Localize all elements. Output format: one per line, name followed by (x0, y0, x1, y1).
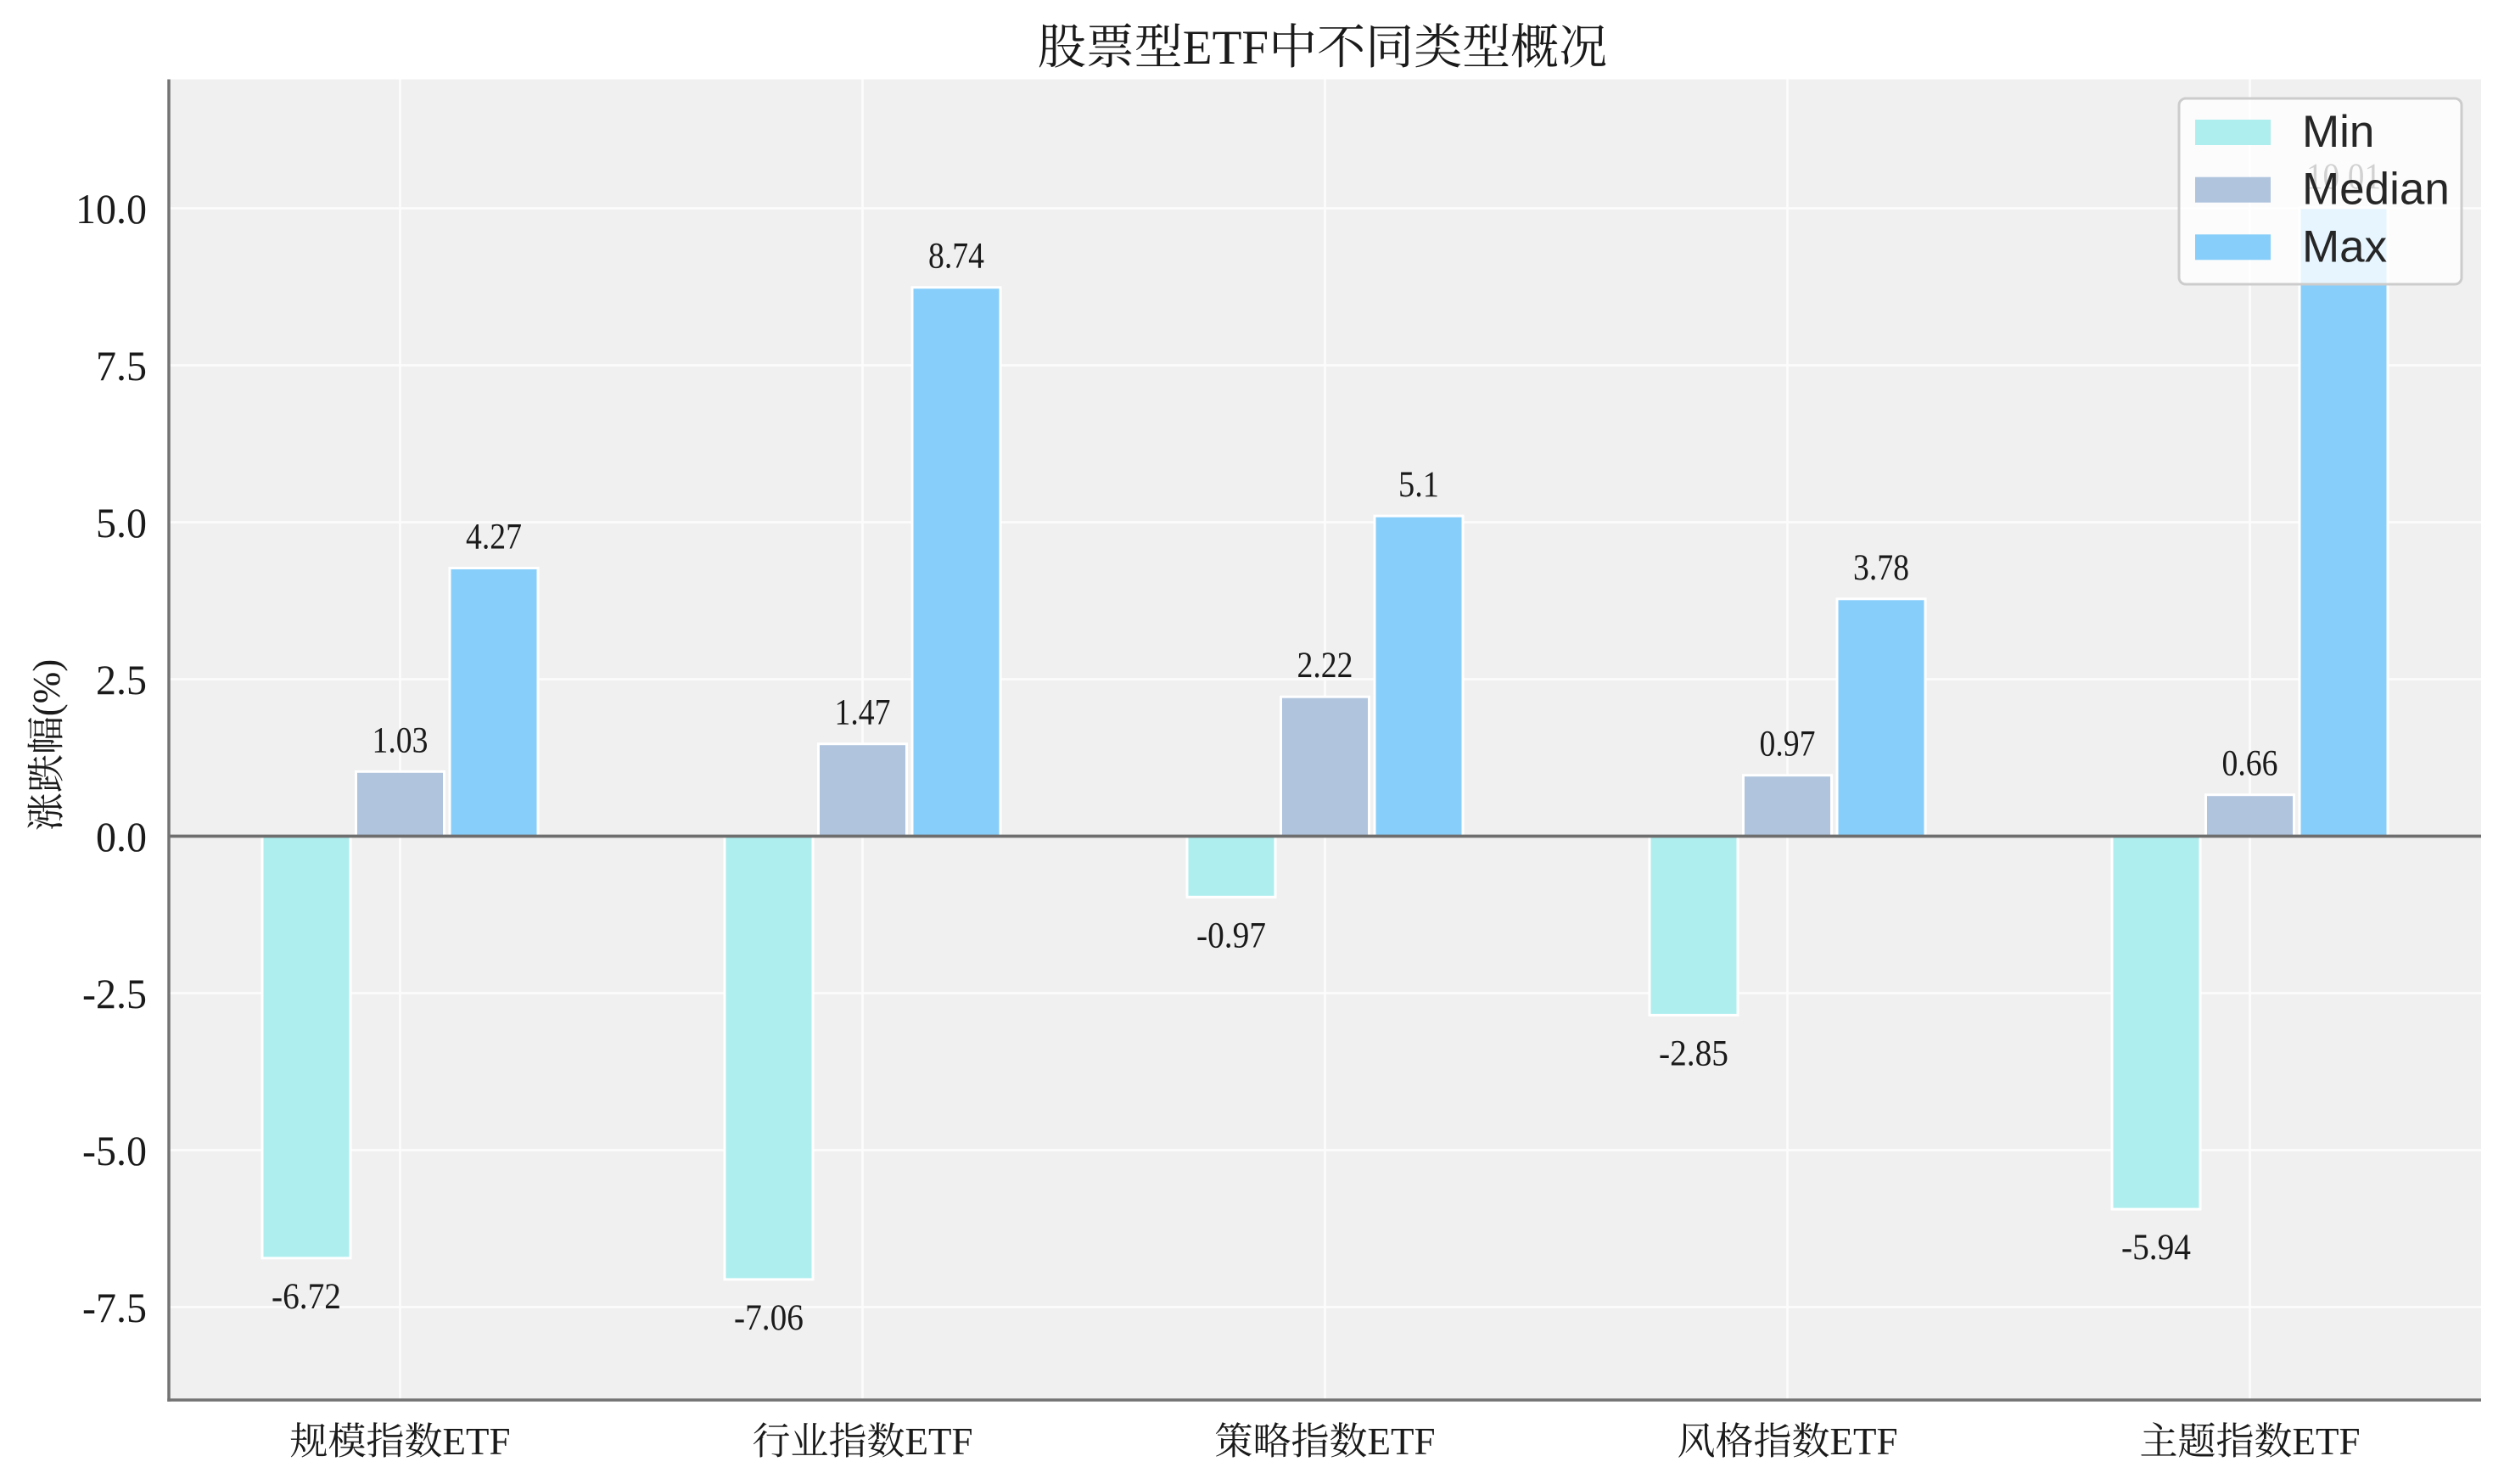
svg-text:8.74: 8.74 (928, 237, 984, 277)
svg-text:Min: Min (2302, 107, 2374, 157)
svg-text:1.03: 1.03 (373, 720, 429, 760)
svg-text:ETF: ETF (443, 1420, 511, 1463)
svg-text:7.5: 7.5 (96, 342, 147, 389)
svg-text:10.0: 10.0 (76, 185, 147, 232)
svg-text:ETF: ETF (2293, 1420, 2361, 1463)
svg-text:Median: Median (2302, 165, 2450, 215)
svg-text:ETF: ETF (905, 1420, 973, 1463)
svg-text:-5.0: -5.0 (82, 1127, 147, 1174)
svg-text:(%): (%) (25, 659, 68, 716)
svg-text:0.0: 0.0 (96, 813, 147, 860)
svg-text:5.0: 5.0 (96, 499, 147, 546)
svg-text:-0.97: -0.97 (1196, 916, 1266, 955)
svg-text:0.66: 0.66 (2222, 744, 2278, 784)
svg-text:-2.85: -2.85 (1659, 1033, 1728, 1073)
svg-text:ETF: ETF (1183, 21, 1269, 75)
svg-text:0.97: 0.97 (1760, 725, 1816, 764)
svg-text:4.27: 4.27 (466, 518, 522, 557)
svg-text:-6.72: -6.72 (272, 1277, 341, 1317)
svg-text:-7.06: -7.06 (734, 1298, 804, 1338)
svg-text:2.5: 2.5 (96, 656, 147, 703)
svg-text:Max: Max (2302, 221, 2387, 272)
svg-text:-7.5: -7.5 (82, 1284, 147, 1331)
svg-text:1.47: 1.47 (835, 693, 891, 733)
svg-text:5.1: 5.1 (1398, 465, 1439, 505)
svg-text:2.22: 2.22 (1297, 646, 1353, 686)
svg-text:-2.5: -2.5 (82, 970, 147, 1017)
svg-text:ETF: ETF (1830, 1420, 1898, 1463)
svg-text:ETF: ETF (1368, 1420, 1436, 1463)
svg-text:3.78: 3.78 (1853, 548, 1909, 588)
svg-text:-5.94: -5.94 (2121, 1228, 2191, 1268)
